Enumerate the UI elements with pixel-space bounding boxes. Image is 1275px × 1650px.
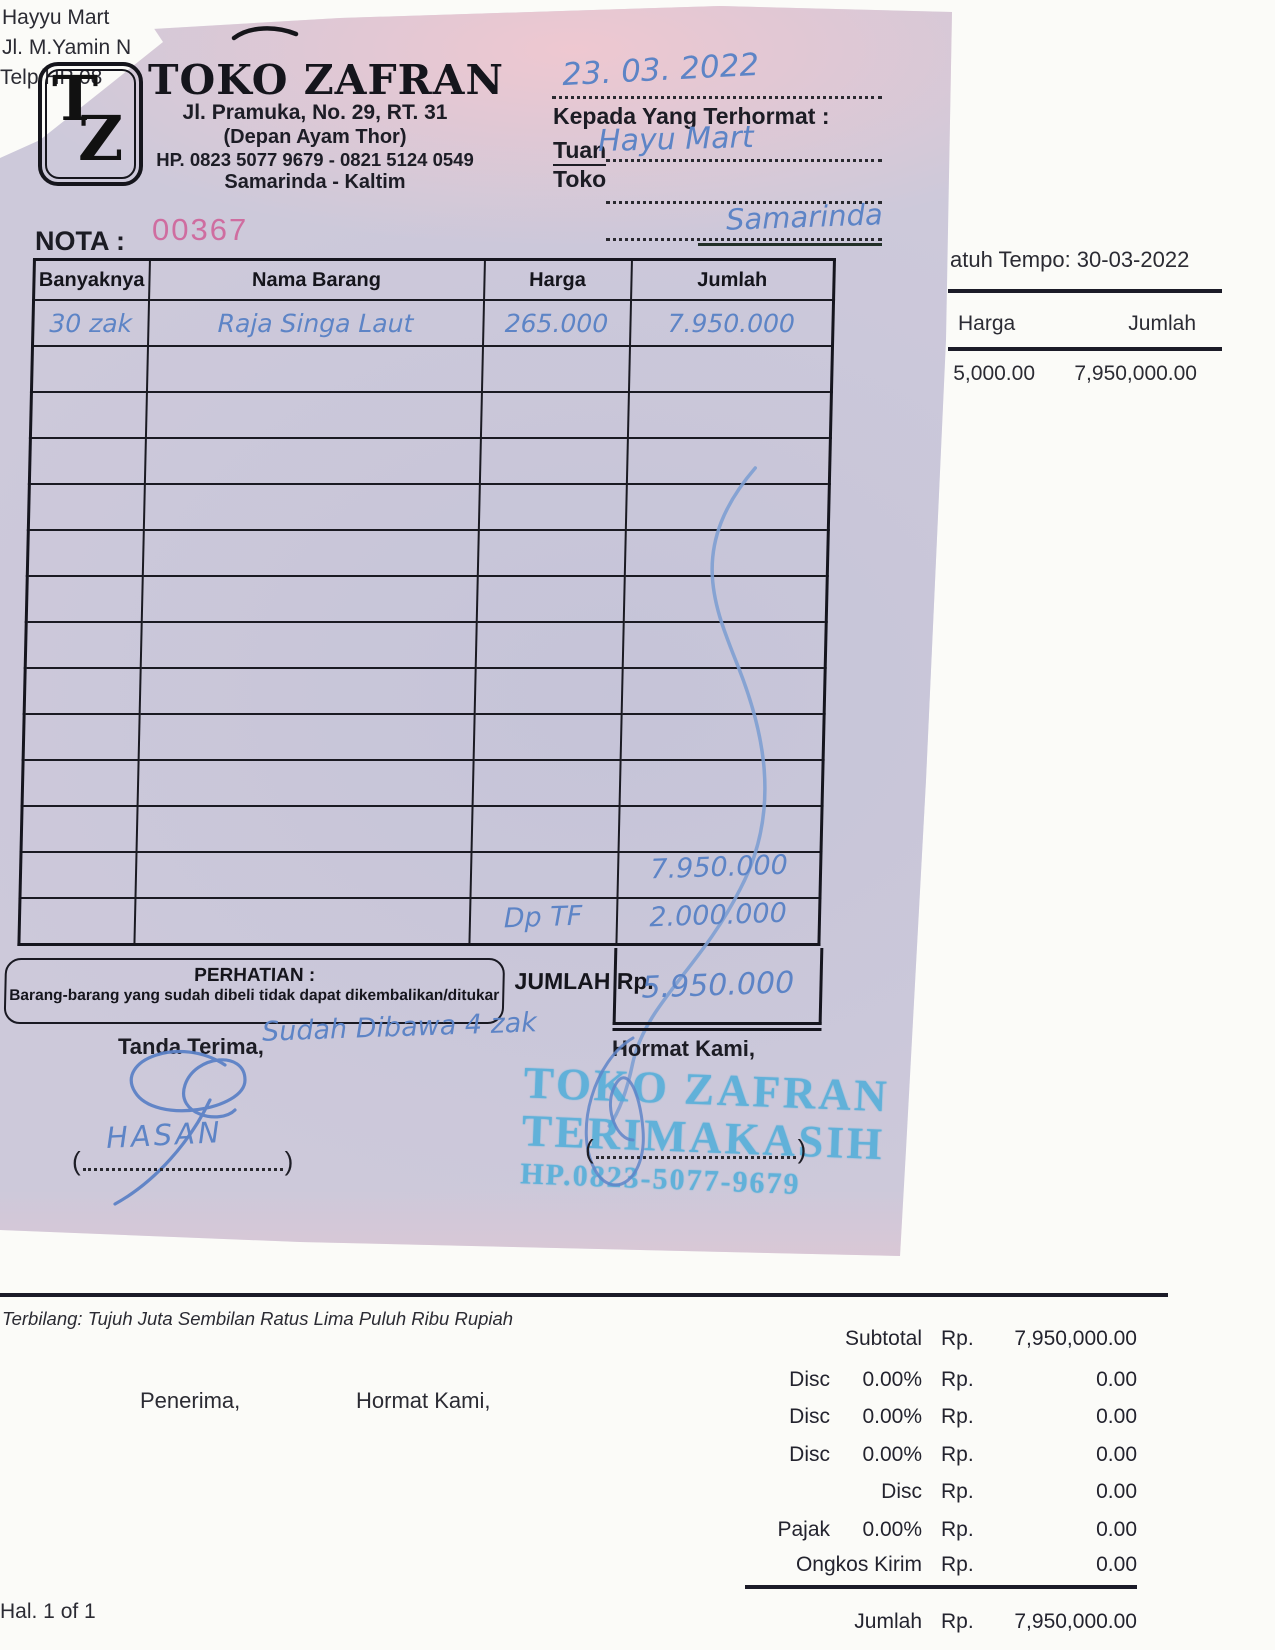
store-city: Samarinda - Kaltim bbox=[224, 171, 406, 193]
terbilang-text: Terbilang: Tujuh Juta Sembilan Ratus Lim… bbox=[2, 1308, 514, 1329]
corner-line-2: Jl. M.Yamin N bbox=[2, 36, 132, 59]
due-date-text: atuh Tempo: 30-03-2022 bbox=[950, 247, 1190, 272]
totals-row-percent: 0.00% bbox=[862, 1368, 922, 1391]
handwritten-recipient: Hayu Mart bbox=[597, 119, 755, 160]
perhatian-title: PERHATIAN : bbox=[193, 965, 316, 986]
totals-row: Disc 0.00% Rp. 0.00 bbox=[0, 1368, 1275, 1394]
totals-row-label: Pajak 0.00% bbox=[777, 1518, 922, 1541]
totals-row-currency: Rp. bbox=[941, 1368, 974, 1391]
totals-row: Disc 0.00% Rp. 0.00 bbox=[0, 1443, 1275, 1469]
column-header-harga: Harga bbox=[958, 312, 1016, 335]
page-number-note: Hal. 1 of 1 bbox=[0, 1600, 96, 1623]
header-rule-bottom bbox=[948, 347, 1222, 351]
item-harga-value: 5,000.00 bbox=[953, 362, 1035, 385]
totals-row-amount: 0.00 bbox=[1096, 1553, 1137, 1576]
totals-row-currency: Rp. bbox=[941, 1480, 974, 1503]
bottom-section-rule bbox=[0, 1293, 1168, 1297]
toko-dotted-line bbox=[606, 201, 882, 204]
totals-row-currency: Rp. bbox=[941, 1405, 974, 1428]
nota-label: NOTA : bbox=[35, 226, 125, 256]
totals-row-label: Disc 0.00% bbox=[789, 1368, 922, 1391]
logo-letter-z: Z bbox=[78, 102, 124, 175]
totals-row-label: Disc bbox=[881, 1480, 922, 1503]
perhatian-body: Barang-barang yang sudah dibeli tidak da… bbox=[9, 987, 500, 1004]
corner-line-1: Hayyu Mart bbox=[2, 6, 110, 29]
city-solid-line bbox=[698, 243, 882, 246]
totals-row-amount: 0.00 bbox=[1096, 1518, 1137, 1541]
totals-row-label: Subtotal bbox=[844, 1327, 922, 1350]
sisa-cell: 5.950.000 bbox=[612, 948, 824, 1025]
tuan-dotted-line bbox=[606, 159, 882, 162]
totals-row-amount: 7,950,000.00 bbox=[1014, 1327, 1137, 1350]
city-dotted-line bbox=[606, 238, 882, 241]
item-jumlah-value: 7,950,000.00 bbox=[1074, 362, 1197, 385]
store-address-1: Jl. Pramuka, No. 29, RT. 31 bbox=[182, 101, 448, 124]
totals-row-percent: 0.00% bbox=[862, 1405, 922, 1428]
totals-row-amount: 0.00 bbox=[1096, 1405, 1137, 1428]
void-squiggle bbox=[607, 466, 767, 1128]
totals-row-percent: 0.00% bbox=[862, 1518, 922, 1541]
totals-row-currency: Rp. bbox=[941, 1553, 974, 1576]
totals-row-currency: Rp. bbox=[941, 1327, 974, 1350]
totals-row: Subtotal Rp. 7,950,000.00 bbox=[0, 1327, 1275, 1353]
totals-row-amount: 0.00 bbox=[1096, 1480, 1137, 1503]
totals-row: Disc 0.00% Rp. 0.00 bbox=[0, 1405, 1275, 1431]
tanda-terima-label: Tanda Terima, bbox=[118, 1034, 264, 1059]
totals-row-amount: 0.00 bbox=[1096, 1443, 1137, 1466]
store-logo: T Z bbox=[38, 62, 143, 186]
totals-row-percent: 0.00% bbox=[862, 1443, 922, 1466]
grand-total-amount: 7,950,000.00 bbox=[1014, 1610, 1137, 1633]
hormat-kami-label-nota: Hormat Kami, bbox=[612, 1036, 756, 1061]
totals-row-label: Ongkos Kirim bbox=[795, 1553, 922, 1576]
grand-total-rule bbox=[745, 1585, 1137, 1589]
logo-letter-t: T bbox=[52, 62, 99, 135]
logo-inner-border bbox=[45, 69, 136, 179]
receiver-signature-line: () bbox=[72, 1146, 294, 1176]
store-name: TOKO ZAFRAN bbox=[148, 56, 504, 104]
toko-label: Toko bbox=[553, 166, 607, 192]
penerima-label: Penerima, bbox=[140, 1388, 241, 1413]
totals-row: Ongkos Kirim Rp. 0.00 bbox=[0, 1553, 1275, 1579]
grand-total-row: Jumlah Rp. 7,950,000.00 bbox=[0, 1610, 1275, 1636]
store-address-2: (Depan Ayam Thor) bbox=[223, 126, 407, 148]
totals-row-currency: Rp. bbox=[941, 1518, 974, 1541]
owner-signature bbox=[584, 1036, 645, 1187]
handwritten-dp-label: Dp TF bbox=[503, 900, 583, 935]
tuan-label: Tuan bbox=[553, 137, 607, 166]
kepada-label: Kepada Yang Terhormat : bbox=[553, 103, 830, 129]
nota-number: 00367 bbox=[152, 212, 249, 247]
totals-row-currency: Rp. bbox=[941, 1443, 974, 1466]
receiver-signature bbox=[113, 1049, 247, 1206]
pen-mark bbox=[231, 26, 299, 41]
handwritten-city: Samarinda bbox=[725, 197, 884, 237]
totals-row: Disc Rp. 0.00 bbox=[0, 1480, 1275, 1506]
owner-signature-line: () bbox=[585, 1134, 807, 1164]
header-rule-top bbox=[948, 289, 1222, 293]
totals-row-label: Disc 0.00% bbox=[789, 1443, 922, 1466]
store-phone: HP. 0823 5077 9679 - 0821 5124 0549 bbox=[156, 149, 474, 170]
grand-total-label: Jumlah bbox=[854, 1610, 922, 1633]
column-header-jumlah: Jumlah bbox=[1128, 312, 1196, 335]
hormat-kami-label-bottom: Hormat Kami, bbox=[356, 1388, 491, 1413]
nota-table-zone: Banyaknya Nama Barang Harga Jumlah 30 za… bbox=[3, 258, 843, 1128]
totals-row: Pajak 0.00% Rp. 0.00 bbox=[0, 1518, 1275, 1544]
totals-row-label: Disc 0.00% bbox=[789, 1405, 922, 1428]
date-dotted-line bbox=[552, 96, 882, 99]
totals-row-amount: 0.00 bbox=[1096, 1368, 1137, 1391]
handwritten-sisa: 5.950.000 bbox=[641, 964, 795, 1006]
grand-total-currency: Rp. bbox=[941, 1610, 974, 1633]
